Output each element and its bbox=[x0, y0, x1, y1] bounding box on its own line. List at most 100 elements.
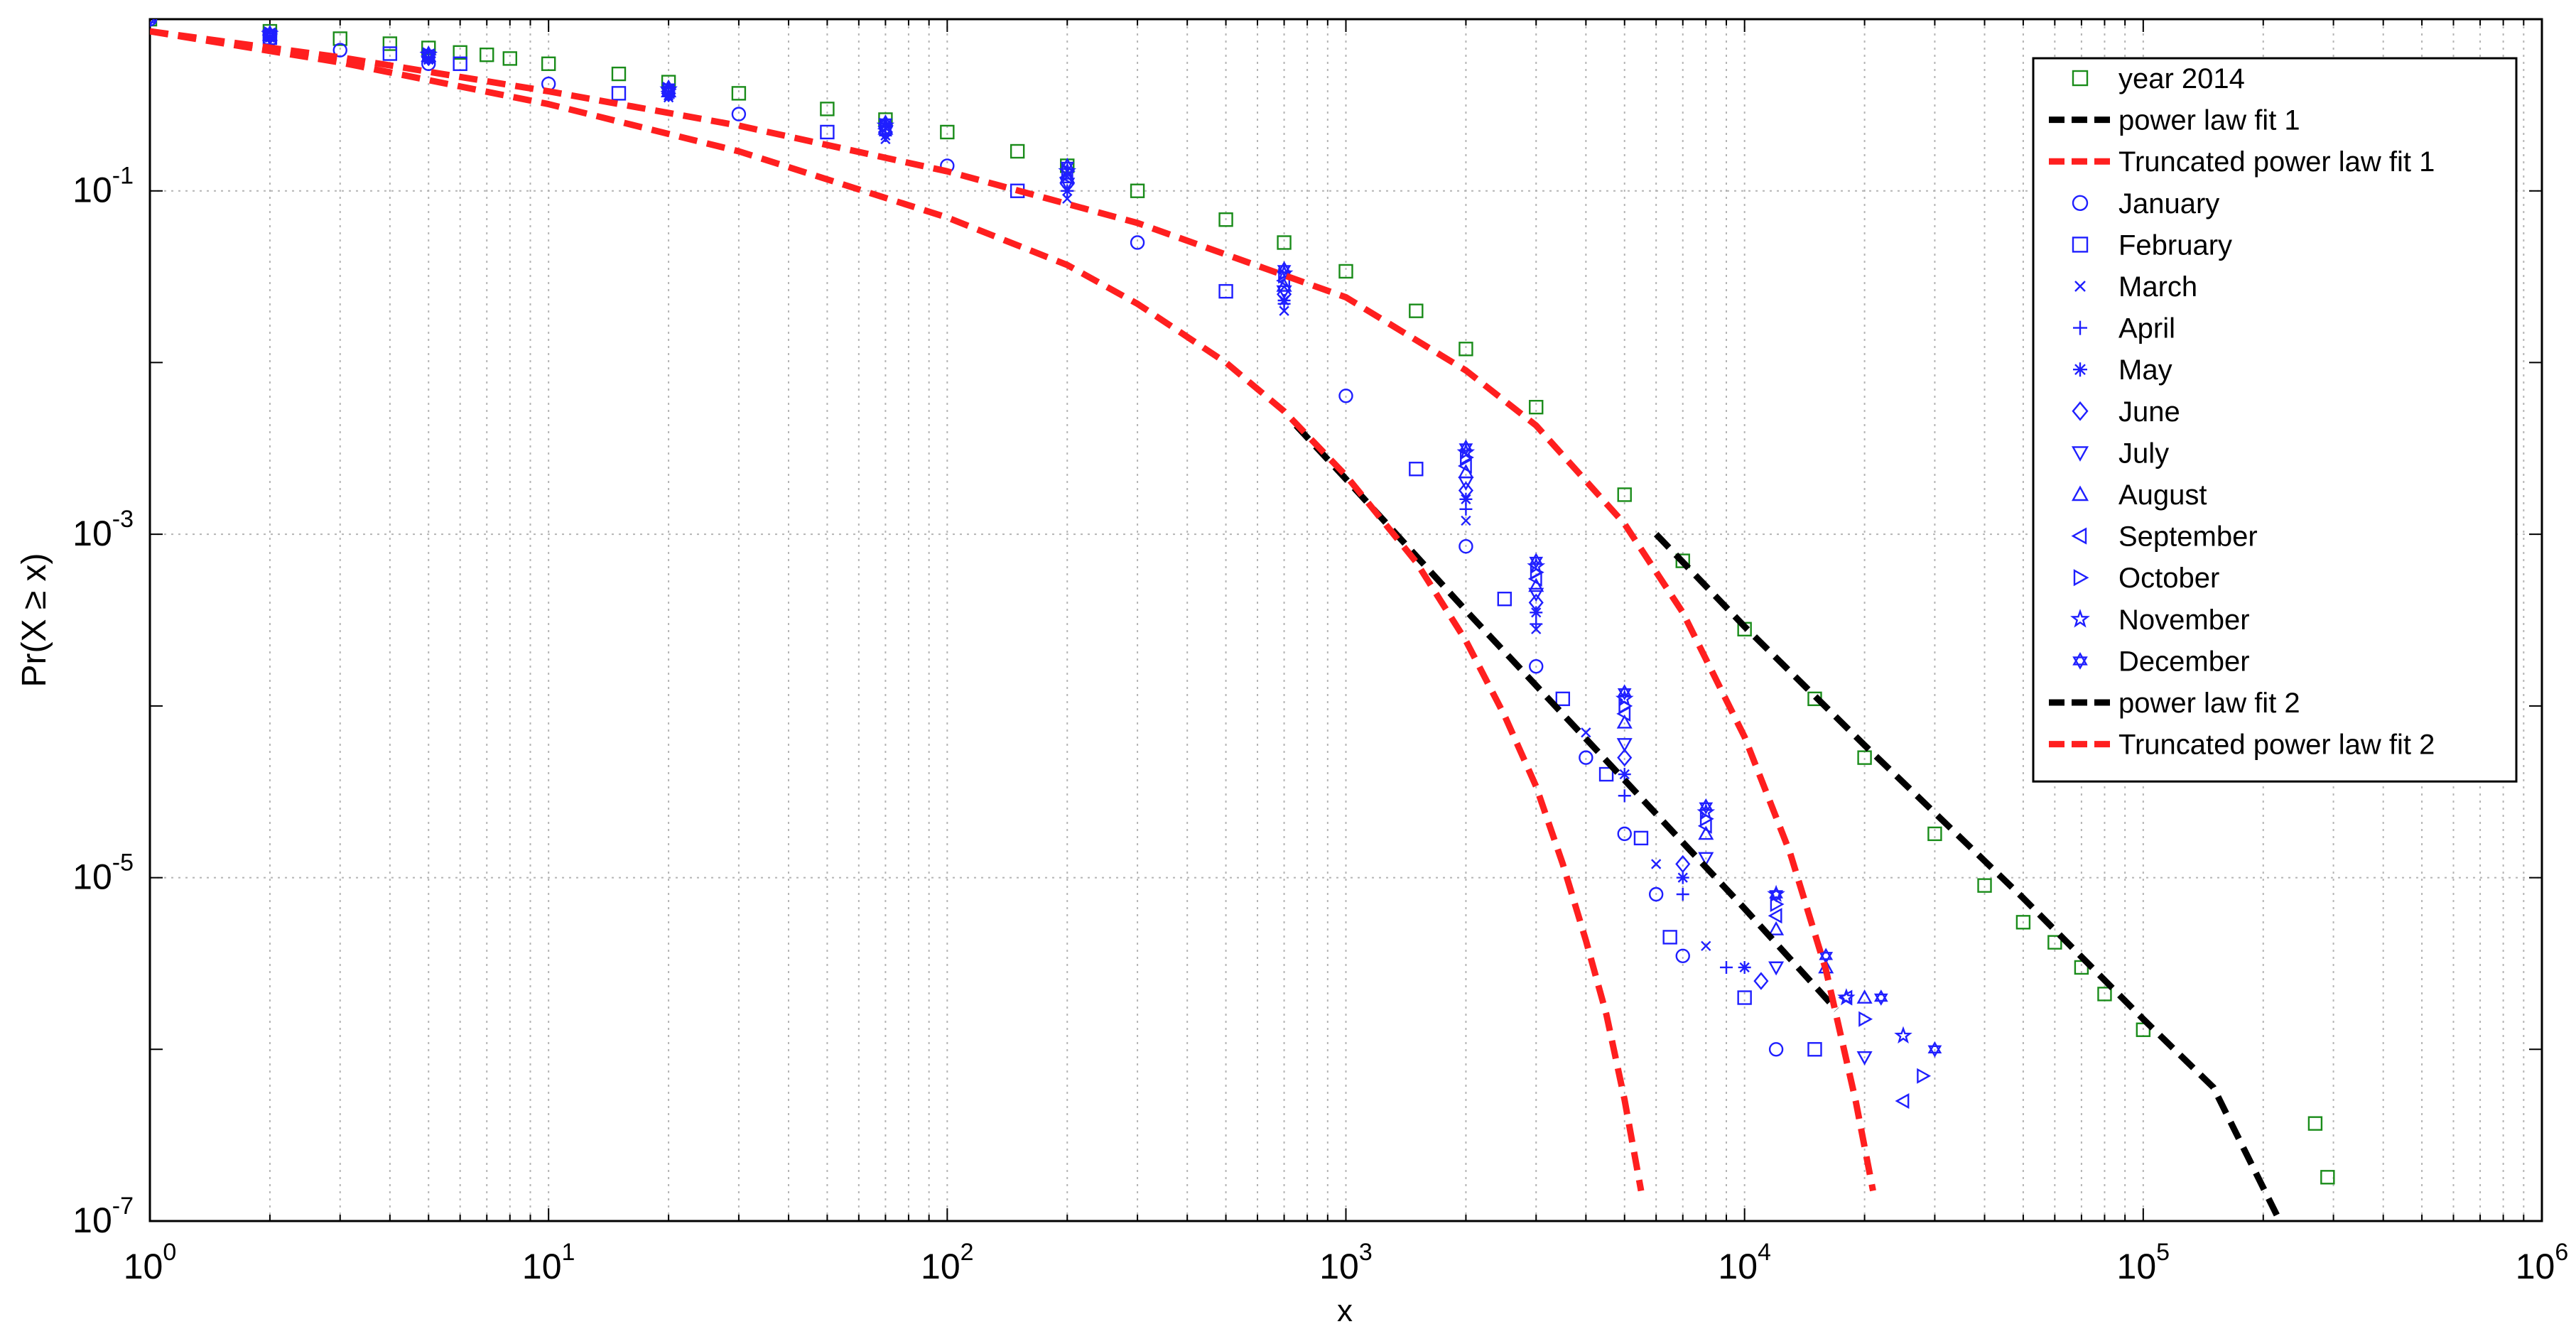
data-point-february bbox=[1737, 990, 1752, 1005]
data-point-august bbox=[1698, 825, 1714, 840]
legend-item: Truncated power law fit 2 bbox=[2049, 729, 2435, 761]
legend-item: May bbox=[2073, 354, 2172, 386]
data-point-december bbox=[1769, 886, 1783, 903]
data-point-december bbox=[1459, 439, 1473, 456]
data-point-year-2014 bbox=[1459, 342, 1473, 357]
data-point-may bbox=[1277, 293, 1291, 307]
data-point-february bbox=[1633, 830, 1649, 846]
data-point-october bbox=[1917, 1068, 1932, 1084]
data-point-april bbox=[1530, 617, 1543, 631]
data-point-february bbox=[1555, 691, 1571, 707]
data-point-december bbox=[1699, 798, 1714, 815]
data-point-year-2014 bbox=[731, 86, 747, 101]
legend-swatch-marker bbox=[2071, 485, 2089, 501]
x-axis-title: x bbox=[1337, 1293, 1353, 1325]
legend-swatch-marker bbox=[2072, 401, 2089, 421]
data-point-january bbox=[1768, 1042, 1784, 1057]
y-axis-title: Pr(X ≥ x) bbox=[16, 553, 53, 688]
legend: year 2014 power law fit 1 Truncated power … bbox=[2032, 57, 2518, 783]
data-point-year-2014 bbox=[2047, 935, 2062, 950]
data-point-year-2014 bbox=[2320, 1170, 2335, 1185]
data-point-december bbox=[661, 79, 676, 96]
data-point-june bbox=[1617, 748, 1633, 767]
y-tick-label: 10-1 bbox=[72, 163, 134, 210]
legend-label: April bbox=[2118, 313, 2175, 345]
data-point-november bbox=[1894, 1026, 1912, 1044]
x-tick-label-base: 10 bbox=[1319, 1247, 1359, 1286]
x-tick-label-base: 10 bbox=[124, 1247, 163, 1286]
data-point-january bbox=[1617, 826, 1632, 842]
data-point-september bbox=[1457, 457, 1472, 474]
data-point-march bbox=[1062, 193, 1073, 204]
legend-label: Truncated power law fit 1 bbox=[2118, 146, 2435, 178]
data-point-january bbox=[731, 107, 747, 121]
data-point-year-2014 bbox=[1338, 264, 1353, 279]
data-point-august bbox=[1528, 577, 1544, 592]
data-point-year-2014 bbox=[820, 102, 835, 116]
legend-item: November bbox=[2070, 604, 2250, 636]
data-point-year-2014 bbox=[611, 66, 627, 82]
y-tick-label-base: 10 bbox=[72, 857, 112, 897]
y-tick-label-base: 10 bbox=[72, 1200, 112, 1240]
data-point-december bbox=[1529, 553, 1544, 570]
series-layer bbox=[150, 19, 2335, 1221]
data-point-september bbox=[1768, 908, 1782, 924]
data-point-march bbox=[1581, 727, 1591, 738]
data-point-year-2014 bbox=[2015, 915, 2031, 930]
legend-label: year 2014 bbox=[2118, 63, 2245, 94]
legend-label: January bbox=[2118, 188, 2219, 219]
legend-item: power law fit 2 bbox=[2049, 688, 2300, 719]
legend-swatch-marker bbox=[2072, 70, 2089, 87]
x-tick-label-base: 10 bbox=[1718, 1247, 1758, 1286]
legend-box bbox=[2032, 57, 2518, 783]
data-point-july bbox=[1698, 852, 1714, 867]
x-tick-label: 101 bbox=[522, 1239, 575, 1286]
legend-item: April bbox=[2073, 313, 2175, 345]
x-tick-label-exponent: 1 bbox=[562, 1239, 575, 1266]
data-point-year-2014 bbox=[1675, 553, 1690, 568]
legend-swatch-marker bbox=[2070, 609, 2090, 628]
legend-label: November bbox=[2118, 604, 2250, 636]
data-point-march bbox=[1651, 859, 1662, 869]
legend-item: January bbox=[2072, 188, 2219, 219]
data-point-february bbox=[1497, 592, 1512, 607]
data-point-year-2014 bbox=[332, 31, 347, 46]
y-tick-label-exponent: -1 bbox=[112, 163, 134, 190]
data-point-december bbox=[263, 25, 277, 41]
y-tick-label-base: 10 bbox=[72, 170, 112, 210]
data-point-year-2014 bbox=[480, 47, 494, 63]
data-point-july bbox=[1528, 587, 1544, 602]
y-tick-label: 10-7 bbox=[72, 1193, 134, 1240]
legend-swatch-marker bbox=[2071, 527, 2087, 545]
x-tick-label-base: 10 bbox=[921, 1247, 960, 1286]
data-point-july bbox=[1059, 178, 1076, 192]
legend-item: year 2014 bbox=[2072, 63, 2245, 94]
x-tick-label: 106 bbox=[2516, 1239, 2569, 1286]
grid-layer bbox=[150, 19, 2542, 1221]
fit-line-truncated-power-law-fit-1 bbox=[150, 28, 1645, 1192]
data-point-year-2014 bbox=[2307, 1116, 2323, 1131]
data-point-july bbox=[1768, 961, 1785, 976]
legend-label: power law fit 1 bbox=[2118, 105, 2300, 136]
data-point-year-2014 bbox=[382, 36, 398, 51]
data-point-july bbox=[1856, 1051, 1873, 1065]
data-point-december bbox=[1873, 989, 1888, 1006]
legend-label: March bbox=[2118, 271, 2197, 303]
legend-item: February bbox=[2072, 229, 2232, 261]
legend-swatch-marker bbox=[2073, 569, 2089, 587]
data-point-march bbox=[1701, 940, 1711, 951]
data-point-november bbox=[1615, 689, 1634, 707]
data-point-december bbox=[1060, 158, 1075, 174]
legend-swatch-marker bbox=[2071, 446, 2089, 462]
data-point-december bbox=[1819, 948, 1834, 965]
legend-label: August bbox=[2118, 479, 2207, 511]
data-point-january bbox=[1529, 658, 1544, 674]
x-tick-label-exponent: 6 bbox=[2555, 1239, 2568, 1266]
data-point-year-2014 bbox=[453, 45, 467, 60]
legend-item: power law fit 1 bbox=[2049, 105, 2300, 136]
data-point-year-2014 bbox=[1529, 399, 1544, 415]
legend-item: October bbox=[2073, 563, 2219, 594]
